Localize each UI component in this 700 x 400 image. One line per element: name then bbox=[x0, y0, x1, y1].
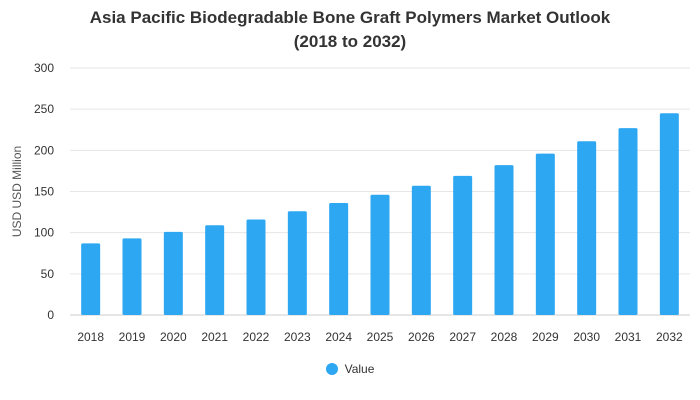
bar-2020[interactable] bbox=[163, 231, 183, 315]
bar-2024[interactable] bbox=[329, 203, 349, 315]
y-tick-label: 250 bbox=[34, 102, 54, 116]
y-tick-label: 100 bbox=[34, 226, 54, 240]
bar-2027[interactable] bbox=[453, 175, 473, 315]
x-tick-label: 2018 bbox=[77, 330, 104, 344]
y-tick-label: 300 bbox=[34, 61, 54, 75]
bar-2032[interactable] bbox=[659, 113, 679, 316]
y-tick-label: 150 bbox=[34, 185, 54, 199]
x-tick-label: 2031 bbox=[615, 330, 642, 344]
y-axis-ticks: 0 50 100 150 200 250 300 bbox=[34, 61, 54, 322]
bar-2025[interactable] bbox=[370, 194, 390, 315]
bars bbox=[81, 113, 679, 316]
bar-2031[interactable] bbox=[618, 128, 638, 315]
chart-title: Asia Pacific Biodegradable Bone Graft Po… bbox=[0, 6, 700, 54]
x-tick-label: 2027 bbox=[449, 330, 476, 344]
legend-label: Value bbox=[344, 362, 375, 376]
bar-2026[interactable] bbox=[411, 185, 431, 315]
chart-title-line2: (2018 to 2032) bbox=[293, 32, 407, 51]
y-axis-title: USD USD Million bbox=[10, 146, 24, 237]
x-axis-ticks: 2018 2019 2020 2021 2022 2023 2024 2025 2026 2027… bbox=[77, 330, 683, 344]
bar-2018[interactable] bbox=[81, 243, 101, 315]
bar-2021[interactable] bbox=[205, 225, 225, 315]
y-tick-label: 0 bbox=[47, 308, 54, 322]
bar-2022[interactable] bbox=[246, 219, 266, 315]
y-tick-label: 200 bbox=[34, 143, 54, 157]
legend: Value bbox=[0, 362, 700, 376]
legend-swatch bbox=[325, 363, 338, 375]
x-tick-label: 2022 bbox=[243, 330, 270, 344]
y-tick-label: 50 bbox=[41, 267, 55, 281]
bar-2028[interactable] bbox=[494, 165, 514, 315]
x-tick-label: 2019 bbox=[119, 330, 146, 344]
bar-2023[interactable] bbox=[287, 211, 307, 315]
x-tick-label: 2026 bbox=[408, 330, 435, 344]
x-tick-label: 2025 bbox=[367, 330, 394, 344]
bar-2019[interactable] bbox=[122, 238, 142, 315]
bar-2030[interactable] bbox=[577, 141, 597, 315]
x-tick-label: 2029 bbox=[532, 330, 559, 344]
chart-title-line1: Asia Pacific Biodegradable Bone Graft Po… bbox=[89, 8, 611, 27]
x-tick-label: 2020 bbox=[160, 330, 187, 344]
x-tick-label: 2030 bbox=[573, 330, 600, 344]
legend-item-value[interactable]: Value bbox=[325, 362, 375, 376]
x-tick-label: 2024 bbox=[325, 330, 352, 344]
x-tick-label: 2021 bbox=[201, 330, 228, 344]
x-tick-label: 2028 bbox=[491, 330, 518, 344]
x-tick-label: 2023 bbox=[284, 330, 311, 344]
bar-2029[interactable] bbox=[535, 153, 555, 315]
x-tick-label: 2032 bbox=[656, 330, 683, 344]
